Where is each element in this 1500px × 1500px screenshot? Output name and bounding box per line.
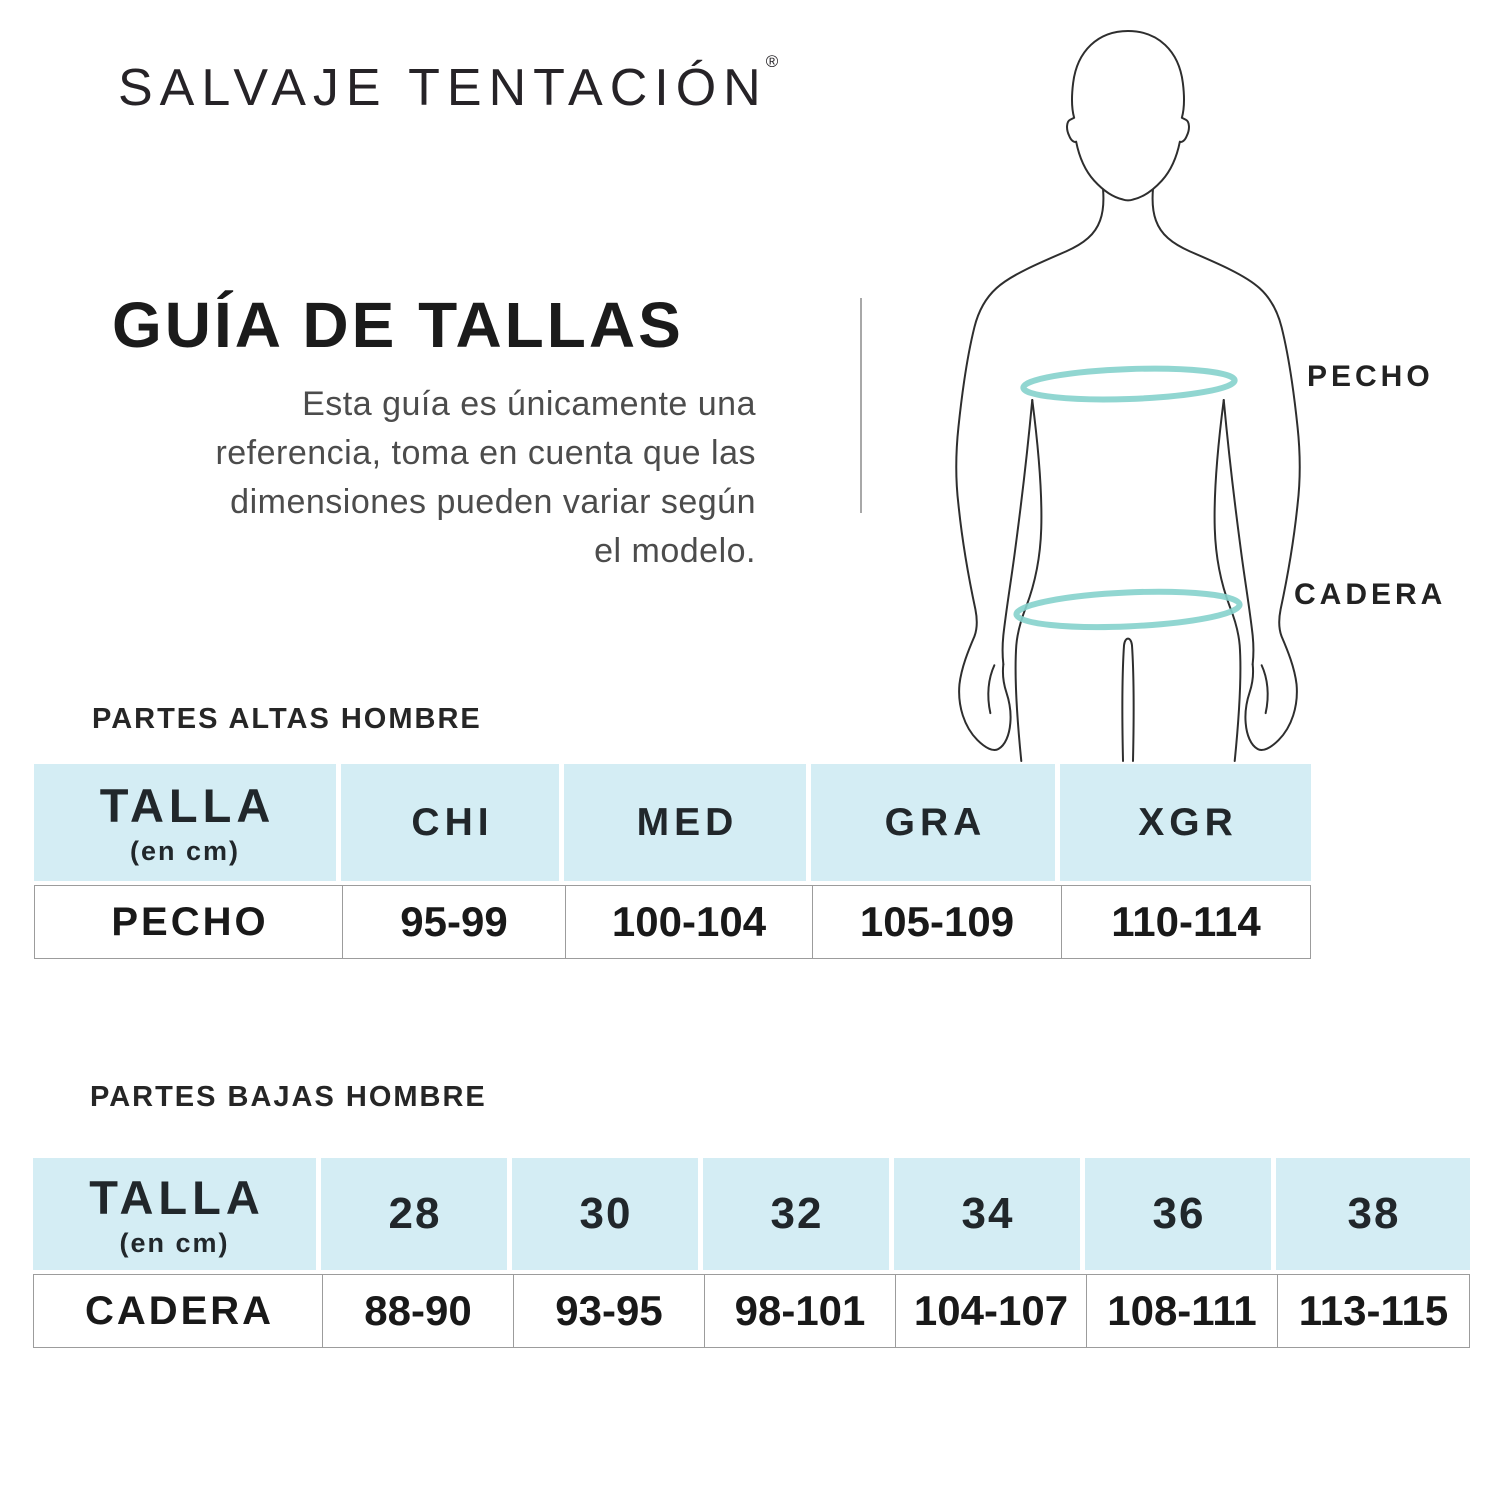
hip-label: CADERA — [1294, 578, 1447, 611]
measurement-value: 100-104 — [565, 886, 812, 958]
vertical-divider — [860, 298, 862, 513]
description-line: referencia, toma en cuenta que las — [215, 434, 756, 472]
size-column-header: GRA — [811, 764, 1060, 881]
size-column-header: 34 — [894, 1158, 1085, 1270]
section-title-tops: PARTES ALTAS HOMBRE — [92, 703, 482, 735]
measurement-value: 95-99 — [342, 886, 565, 958]
male-body-outline-icon — [955, 29, 1301, 763]
trademark-symbol: ® — [765, 51, 779, 71]
talla-unit: (en cm) — [119, 1227, 230, 1258]
chest-label: PECHO — [1307, 360, 1434, 393]
description-line: dimensiones pueden variar según — [230, 483, 756, 521]
measurement-value: 93-95 — [513, 1275, 704, 1347]
size-column-header: 28 — [321, 1158, 512, 1270]
page-description: Esta guía es únicamente una referencia, … — [78, 380, 756, 576]
table-header-row: TALLA (en cm) CHI MED GRA XGR — [34, 764, 1311, 881]
measurement-row-label: CADERA — [34, 1275, 322, 1347]
page-title: GUÍA DE TALLAS — [112, 289, 684, 361]
talla-unit: (en cm) — [129, 836, 241, 866]
description-line: el modelo. — [594, 532, 756, 570]
measurement-value: 110-114 — [1061, 886, 1310, 958]
table-data-row: PECHO 95-99 100-104 105-109 110-114 — [34, 885, 1311, 959]
measurement-value: 113-115 — [1277, 1275, 1469, 1347]
measurement-value: 104-107 — [895, 1275, 1086, 1347]
size-column-header: 38 — [1276, 1158, 1470, 1270]
description-line: Esta guía es únicamente una — [302, 385, 756, 423]
measurement-value: 88-90 — [322, 1275, 513, 1347]
hip-measure-ellipse — [1013, 588, 1243, 631]
measurement-value: 98-101 — [704, 1275, 895, 1347]
size-column-header: 30 — [512, 1158, 703, 1270]
chest-measure-ellipse — [1020, 365, 1238, 403]
size-table-tops: TALLA (en cm) CHI MED GRA XGR PECHO 95-9… — [34, 764, 1311, 959]
size-table-bottoms: TALLA (en cm) 28 30 32 34 36 38 CADERA 8… — [33, 1158, 1470, 1348]
section-title-bottoms: PARTES BAJAS HOMBRE — [90, 1081, 487, 1113]
size-column-header: CHI — [341, 764, 564, 881]
table-header-row: TALLA (en cm) 28 30 32 34 36 38 — [33, 1158, 1470, 1270]
talla-title: TALLA — [89, 1170, 265, 1224]
brand-logo: SALVAJE TENTACIÓN® — [118, 52, 780, 118]
measurement-value: 105-109 — [812, 886, 1061, 958]
brand-name: SALVAJE TENTACIÓN — [118, 59, 768, 117]
header-cell-talla: TALLA (en cm) — [34, 764, 341, 881]
measurement-row-label: PECHO — [35, 886, 342, 958]
table-data-row: CADERA 88-90 93-95 98-101 104-107 108-11… — [33, 1274, 1470, 1348]
size-column-header: 36 — [1085, 1158, 1276, 1270]
size-column-header: 32 — [703, 1158, 894, 1270]
body-figure-illustration — [898, 25, 1358, 763]
size-column-header: XGR — [1060, 764, 1311, 881]
talla-title: TALLA — [99, 779, 276, 832]
measurement-value: 108-111 — [1086, 1275, 1277, 1347]
header-cell-talla: TALLA (en cm) — [33, 1158, 321, 1270]
size-column-header: MED — [564, 764, 811, 881]
